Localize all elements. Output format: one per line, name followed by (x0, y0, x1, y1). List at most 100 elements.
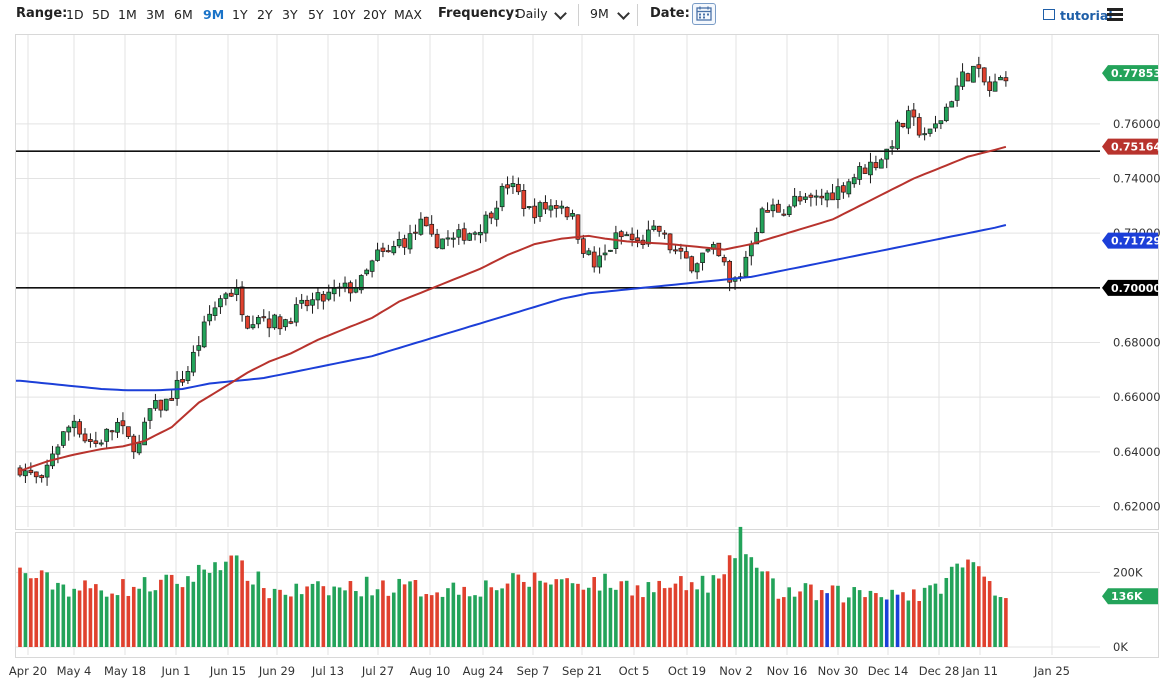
volume-bar (646, 582, 651, 647)
volume-bar (532, 572, 537, 647)
candle-body (396, 239, 402, 247)
candle-body (429, 223, 435, 235)
candle-body (608, 249, 613, 252)
candle-body (358, 275, 364, 291)
candle-body (656, 225, 662, 232)
range-button-1d[interactable]: 1D (66, 7, 84, 22)
candle-body (727, 260, 732, 283)
volume-bar (673, 583, 678, 647)
volume-bar (180, 587, 185, 647)
volume-bar (722, 574, 727, 647)
volume-bar (364, 576, 369, 647)
y-tick-label: 0.74000 (1113, 172, 1161, 186)
range-button-6m[interactable]: 6M (174, 7, 193, 22)
volume-bar (299, 594, 304, 647)
short-ma-tag-text: 0.75164 (1111, 141, 1161, 154)
volume-bar (527, 586, 531, 647)
candle-body (960, 71, 965, 87)
candle-body (949, 101, 955, 108)
volume-bar (164, 574, 169, 647)
price-panel (15, 34, 1159, 530)
volume-bar (289, 596, 293, 647)
range-button-2y[interactable]: 2Y (257, 7, 273, 22)
long-ma-tag-box (1102, 232, 1158, 249)
candle-body (190, 351, 196, 373)
volume-bar (592, 577, 597, 647)
film-icon[interactable] (1043, 9, 1055, 20)
candle-body (792, 195, 797, 207)
candle-body (624, 234, 630, 237)
volume-bar (521, 581, 526, 647)
candle-body (857, 166, 862, 180)
candle-body (315, 292, 321, 301)
volume-bar (884, 599, 889, 647)
candle-body (1003, 77, 1009, 82)
candle-body (786, 206, 792, 216)
candle-body (830, 192, 835, 201)
candle-body (586, 250, 592, 255)
y-tick-label: 0.66000 (1113, 390, 1161, 404)
candle-body (510, 183, 516, 188)
range-button-20y[interactable]: 20Y (363, 7, 387, 22)
candle-body (906, 110, 911, 129)
x-tick-label: May 18 (104, 664, 146, 678)
volume-bar (819, 590, 824, 647)
volume-bar (45, 572, 49, 647)
candle-body (461, 228, 467, 241)
frequency-select[interactable]: Daily (516, 6, 548, 21)
volume-bar (608, 587, 613, 647)
volume-bar (66, 596, 71, 647)
candle-body (976, 64, 982, 69)
hamburger-menu-icon[interactable] (1107, 8, 1123, 22)
volume-bar (814, 600, 819, 647)
candle-body (125, 426, 131, 437)
period-select[interactable]: 9M (590, 6, 609, 21)
range-button-max[interactable]: MAX (394, 7, 422, 22)
volume-bar (668, 587, 672, 647)
volume-bar (169, 574, 174, 647)
calendar-icon[interactable] (692, 3, 716, 25)
candle-body (196, 345, 202, 351)
volume-bar (570, 583, 575, 647)
range-button-10y[interactable]: 10Y (332, 7, 356, 22)
candle-body (662, 232, 667, 235)
candle-body (900, 122, 906, 128)
candle-body (472, 232, 478, 235)
x-tick-label: Jun 1 (161, 664, 191, 678)
candle-body (667, 233, 673, 251)
range-button-5d[interactable]: 5D (92, 7, 110, 22)
range-button-3y[interactable]: 3Y (282, 7, 298, 22)
tutorial-link[interactable]: tutorial (1060, 8, 1113, 23)
volume-bar (928, 585, 932, 647)
range-button-3m[interactable]: 3M (146, 7, 165, 22)
candle-body (499, 185, 505, 208)
volume-bar (370, 595, 374, 647)
candle-body (407, 233, 413, 250)
candle-body (413, 231, 418, 234)
y-tick-label: 0K (1113, 640, 1128, 654)
candle-body (201, 321, 207, 348)
candle-body (581, 238, 586, 254)
volume-bar (191, 581, 196, 647)
candle-body (77, 421, 82, 435)
candle-body (922, 133, 927, 136)
x-tick-label: Dec 28 (919, 664, 960, 678)
volume-bar (104, 596, 109, 647)
volume-bar (494, 590, 499, 647)
y-tick-label: 0.76000 (1113, 117, 1161, 131)
candle-body (293, 304, 299, 323)
volume-bar (744, 554, 748, 647)
candle-body (505, 184, 510, 189)
candle-body (548, 205, 554, 211)
range-button-1m[interactable]: 1M (118, 7, 137, 22)
range-button-9m[interactable]: 9M (203, 7, 225, 22)
volume-bar (473, 595, 477, 647)
volume-panel (15, 532, 1159, 658)
volume-bar (760, 571, 764, 647)
range-button-1y[interactable]: 1Y (232, 7, 248, 22)
candle-body (824, 192, 830, 201)
range-button-5y[interactable]: 5Y (308, 7, 324, 22)
volume-bar (381, 580, 385, 647)
candle-body (326, 291, 332, 300)
